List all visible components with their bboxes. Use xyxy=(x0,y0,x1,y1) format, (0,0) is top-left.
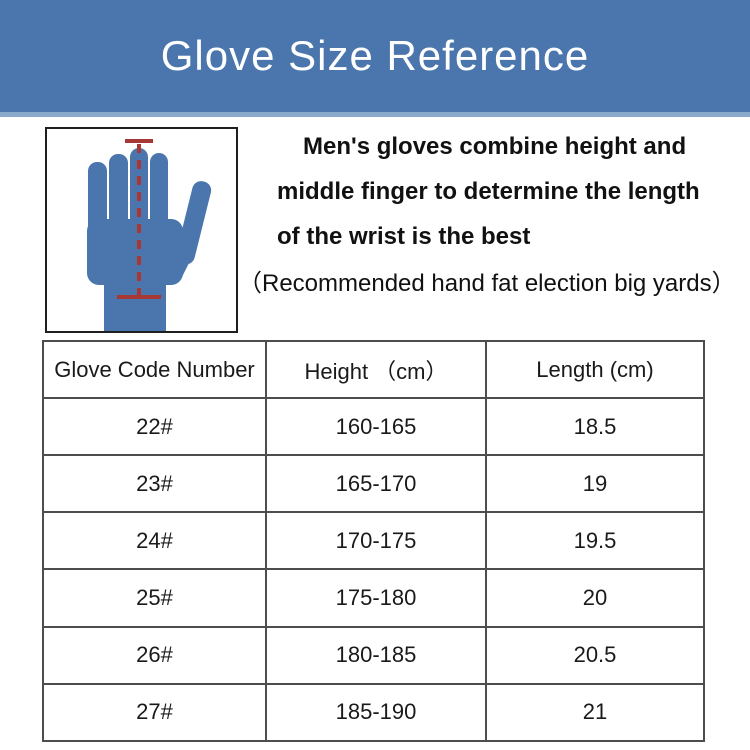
hand-measure-icon xyxy=(87,139,212,331)
table-row: 25# 175-180 20 xyxy=(42,568,705,628)
header-banner: Glove Size Reference xyxy=(0,0,750,117)
cell-length: 21 xyxy=(485,682,705,743)
header-glove-code: Glove Code Number xyxy=(42,340,267,399)
cell-code: 27# xyxy=(42,682,267,743)
cell-length: 18.5 xyxy=(485,396,705,457)
intro-line-2: middle finger to determine the length xyxy=(277,178,700,205)
table-row: 23# 165-170 19 xyxy=(42,454,705,514)
header-length: Length (cm) xyxy=(485,340,705,399)
cell-height: 170-175 xyxy=(265,511,487,571)
cell-length: 19 xyxy=(485,454,705,514)
cell-length: 19.5 xyxy=(485,511,705,571)
table-row: 26# 180-185 20.5 xyxy=(42,625,705,685)
cell-code: 24# xyxy=(42,511,267,571)
size-table: Glove Code Number Height （cm） Length (cm… xyxy=(42,340,705,743)
table-header-row: Glove Code Number Height （cm） Length (cm… xyxy=(42,340,705,399)
intro-text: Men's gloves combine height and middle f… xyxy=(277,124,737,259)
cell-code: 25# xyxy=(42,568,267,628)
cell-height: 175-180 xyxy=(265,568,487,628)
cell-length: 20.5 xyxy=(485,625,705,685)
intro-note: （Recommended hand fat election big yards… xyxy=(238,270,736,297)
cell-height: 165-170 xyxy=(265,454,487,514)
table-row: 27# 185-190 21 xyxy=(42,682,705,743)
cell-code: 26# xyxy=(42,625,267,685)
cell-code: 23# xyxy=(42,454,267,514)
cell-code: 22# xyxy=(42,396,267,457)
table-row: 22# 160-165 18.5 xyxy=(42,396,705,457)
cell-height: 160-165 xyxy=(265,396,487,457)
intro-line-3: of the wrist is the best xyxy=(277,223,531,250)
intro-line-1: Men's gloves combine height and xyxy=(303,133,687,160)
page-title: Glove Size Reference xyxy=(160,32,590,79)
table-row: 24# 170-175 19.5 xyxy=(42,511,705,571)
cell-length: 20 xyxy=(485,568,705,628)
cell-height: 185-190 xyxy=(265,682,487,743)
header-height: Height （cm） xyxy=(265,340,487,399)
cell-height: 180-185 xyxy=(265,625,487,685)
hand-measure-box xyxy=(45,127,238,333)
